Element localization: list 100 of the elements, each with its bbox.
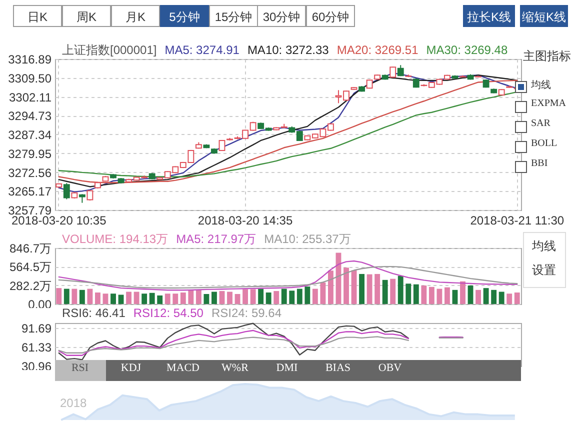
series-label: RSI12: 54.50 xyxy=(133,306,204,320)
candlestick xyxy=(63,182,70,200)
bar xyxy=(188,290,194,304)
annotation: 2018 xyxy=(60,396,87,410)
bar xyxy=(476,290,481,304)
text: MA20: 3269.51 xyxy=(336,43,418,57)
bar xyxy=(95,292,100,304)
bar xyxy=(460,281,466,304)
bar xyxy=(118,294,124,304)
annotation: RSI xyxy=(71,362,89,374)
bar xyxy=(382,280,388,304)
text: 日K xyxy=(13,5,62,27)
text: 主图指标 xyxy=(523,48,571,65)
text: BOLL xyxy=(531,138,558,149)
x-tick-label: 2018-03-21 11:30 xyxy=(470,214,564,228)
text: MA30: 3269.48 xyxy=(426,43,508,57)
bar xyxy=(436,288,442,304)
bar xyxy=(406,284,412,304)
bar xyxy=(514,292,520,304)
y-tick-label: 3316.89 xyxy=(8,52,52,66)
bar xyxy=(366,274,372,304)
series-label: RSI24: 59.64 xyxy=(211,306,282,320)
bar xyxy=(142,294,148,304)
bar xyxy=(110,294,116,304)
bar xyxy=(421,285,427,304)
y-tick-label: 846.7万 xyxy=(9,242,52,256)
bar xyxy=(234,294,240,304)
bar xyxy=(79,290,85,304)
bar xyxy=(180,292,186,304)
x-tick-label: 2018-03-20 14:35 xyxy=(198,214,293,228)
text: 15分钟 xyxy=(209,5,258,27)
text: 月K xyxy=(111,5,160,27)
line-series xyxy=(58,260,518,291)
annotation: DMI xyxy=(276,362,298,374)
bar xyxy=(289,290,295,304)
bar xyxy=(444,287,450,304)
bar xyxy=(102,294,108,304)
bar xyxy=(296,288,302,304)
bar xyxy=(196,290,202,304)
bar xyxy=(390,278,396,304)
text: 5分钟 xyxy=(160,5,209,27)
bar xyxy=(281,288,287,304)
bar xyxy=(227,292,232,304)
bar xyxy=(491,290,497,304)
y-tick-label: 3279.95 xyxy=(8,146,52,161)
text: RSI6: 46.41 xyxy=(62,306,126,320)
annotation: KDJ xyxy=(120,362,142,374)
bar xyxy=(258,288,264,304)
text: 缩短K线 xyxy=(520,5,568,27)
y-tick-label: 3309.50 xyxy=(8,71,52,86)
bar xyxy=(413,284,419,304)
bar xyxy=(172,294,178,304)
y-tick-label: 61.33 xyxy=(21,340,52,355)
bar xyxy=(274,291,280,304)
bar xyxy=(204,294,210,304)
bar xyxy=(87,288,93,304)
text: BBI xyxy=(531,158,548,169)
y-tick-label: 3294.73 xyxy=(8,109,52,124)
bar xyxy=(149,292,155,304)
bar xyxy=(498,292,504,304)
text: MA5: 217.97万 xyxy=(176,232,256,246)
text: MA10: 255.37万 xyxy=(264,232,351,246)
text: 均线 xyxy=(531,78,551,92)
y-tick-label: 3272.56 xyxy=(8,166,52,180)
bar xyxy=(126,292,132,304)
bar xyxy=(506,294,512,304)
y-tick-label: 282.2万 xyxy=(9,278,52,293)
text: 30分钟 xyxy=(257,5,306,27)
text: MA10: 3272.33 xyxy=(247,43,329,57)
y-tick-label: 564.5万 xyxy=(9,260,52,274)
bar xyxy=(56,288,62,304)
bar xyxy=(398,276,404,304)
bar xyxy=(452,290,458,304)
text: 均线 xyxy=(532,238,556,255)
y-tick-label: 91.69 xyxy=(21,322,52,336)
bar xyxy=(219,291,225,304)
text: 设置 xyxy=(532,262,556,279)
line-series xyxy=(58,266,518,289)
chart-title: 上证指数[000001] xyxy=(62,43,157,57)
bar xyxy=(320,282,326,304)
bar xyxy=(328,270,334,304)
bar xyxy=(428,286,434,304)
bar xyxy=(64,288,70,304)
annotation: MACD xyxy=(166,362,200,374)
bar xyxy=(266,292,272,304)
text: MA5: 3274.91 xyxy=(164,43,240,57)
bar xyxy=(157,295,163,304)
bar xyxy=(351,270,357,304)
bar xyxy=(312,288,318,304)
bar xyxy=(359,274,364,304)
bar xyxy=(468,285,474,304)
bar xyxy=(250,289,256,304)
y-tick-label: 3287.34 xyxy=(8,128,52,142)
bar xyxy=(134,292,140,304)
bar xyxy=(483,288,489,304)
bar xyxy=(374,274,380,304)
text: EXPMA xyxy=(531,98,566,109)
bar xyxy=(212,292,217,304)
annotation: OBV xyxy=(378,362,402,374)
bar xyxy=(242,289,248,304)
